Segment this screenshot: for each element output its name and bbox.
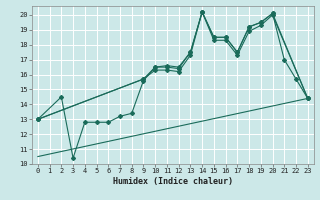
X-axis label: Humidex (Indice chaleur): Humidex (Indice chaleur): [113, 177, 233, 186]
